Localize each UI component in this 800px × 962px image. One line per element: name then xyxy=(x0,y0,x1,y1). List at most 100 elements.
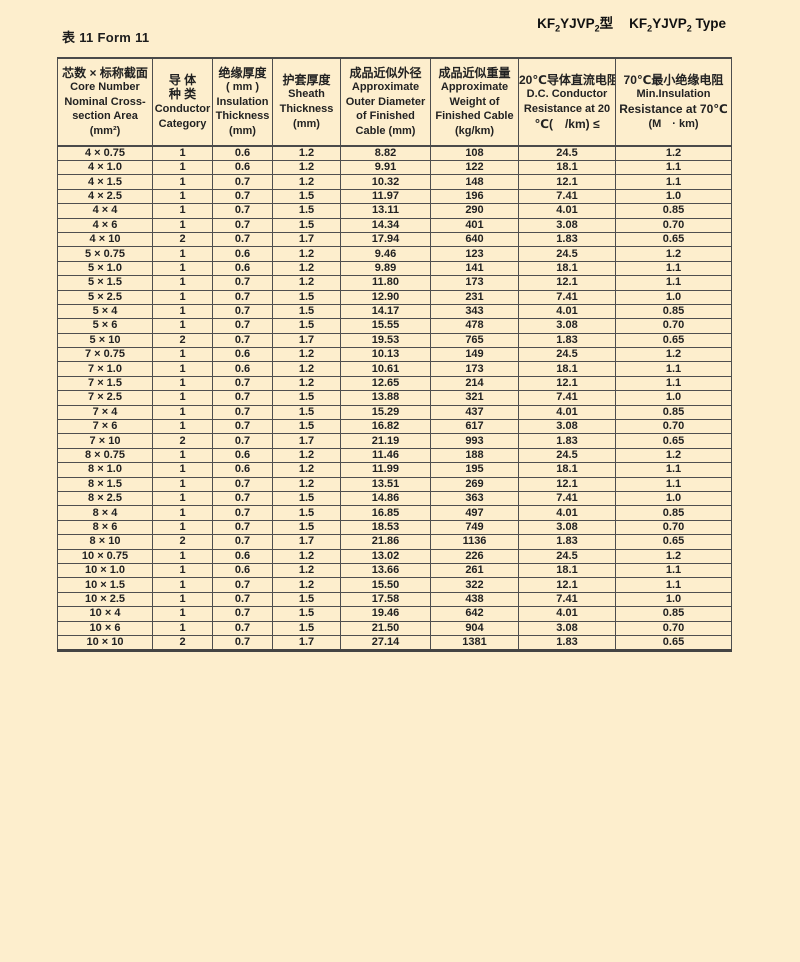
header-line: (mm²) xyxy=(89,124,121,137)
table-cell-weight: 173 xyxy=(430,275,519,291)
table-cell-conductor-category: 1 xyxy=(152,188,213,204)
table-cell-outer-diameter: 15.50 xyxy=(340,577,431,593)
table-cell-min-insulation-resistance: 0.70 xyxy=(615,217,732,233)
table-cell-dc-resistance: 7.41 xyxy=(518,188,616,204)
table-row: 10 × 4 1 0.7 1.5 19.46 642 4.01 0.85 xyxy=(57,606,732,621)
table-cell-conductor-category: 2 xyxy=(152,433,213,449)
table-row: 7 × 1.0 1 0.6 1.2 10.61 173 18.1 1.1 xyxy=(57,361,732,377)
table-cell-insulation-thickness: 0.7 xyxy=(212,433,273,449)
header-line: (kg/km) xyxy=(454,124,495,137)
table-row: 7 × 10 2 0.7 1.7 21.19 993 1.83 0.65 xyxy=(57,433,732,449)
header-line: 绝缘厚度 xyxy=(218,65,267,80)
table-cell-insulation-thickness: 0.6 xyxy=(212,447,273,463)
table-row: 10 × 1.0 1 0.6 1.2 13.66 261 18.1 1.1 xyxy=(57,562,732,578)
table-cell-core-number: 10 × 6 xyxy=(57,620,153,636)
table-cell-insulation-thickness: 0.7 xyxy=(212,519,273,535)
table-cell-sheath-thickness: 1.5 xyxy=(272,591,341,607)
table-cell-dc-resistance: 7.41 xyxy=(518,390,616,406)
table-cell-conductor-category: 1 xyxy=(152,606,213,621)
table-cell-core-number: 4 × 0.75 xyxy=(57,145,153,161)
table-cell-insulation-thickness: 0.7 xyxy=(212,606,273,621)
table-cell-outer-diameter: 13.11 xyxy=(340,203,431,219)
header-line: Resistance at 70℃ xyxy=(619,102,728,116)
table-cell-weight: 149 xyxy=(430,347,519,362)
table-cell-min-insulation-resistance: 0.85 xyxy=(615,505,732,521)
header-line: 导 体 xyxy=(168,72,197,87)
table-cell-dc-resistance: 4.01 xyxy=(518,606,616,621)
table-cell-insulation-thickness: 0.7 xyxy=(212,476,273,492)
table-cell-dc-resistance: 3.08 xyxy=(518,620,616,636)
header-line: 种 类 xyxy=(168,87,197,102)
table-cell-conductor-category: 2 xyxy=(152,534,213,550)
table-cell-weight: 497 xyxy=(430,505,519,521)
table-cell-insulation-thickness: 0.7 xyxy=(212,390,273,406)
table-cell-min-insulation-resistance: 1.1 xyxy=(615,375,732,391)
table-cell-outer-diameter: 13.66 xyxy=(340,562,431,578)
table-cell-dc-resistance: 3.08 xyxy=(518,519,616,535)
table-cell-outer-diameter: 18.53 xyxy=(340,519,431,535)
table-cell-core-number: 8 × 10 xyxy=(57,534,153,550)
table-cell-conductor-category: 1 xyxy=(152,404,213,420)
table-row: 5 × 6 1 0.7 1.5 15.55 478 3.08 0.70 xyxy=(57,318,732,334)
header-line: (mm) xyxy=(229,124,256,137)
table-cell-outer-diameter: 10.61 xyxy=(340,361,431,377)
table-cell-sheath-thickness: 1.2 xyxy=(272,246,341,262)
table-cell-outer-diameter: 10.13 xyxy=(340,347,431,362)
table-cell-outer-diameter: 13.88 xyxy=(340,390,431,406)
table-cell-conductor-category: 1 xyxy=(152,347,213,362)
table-row: 4 × 0.75 1 0.6 1.2 8.82 108 24.5 1.2 xyxy=(57,145,732,161)
table-cell-sheath-thickness: 1.2 xyxy=(272,577,341,593)
table-cell-dc-resistance: 1.83 xyxy=(518,634,616,652)
table-row: 5 × 10 2 0.7 1.7 19.53 765 1.83 0.65 xyxy=(57,332,732,348)
header-line: (mm) xyxy=(293,117,320,130)
table-cell-weight: 749 xyxy=(430,519,519,535)
table-cell-dc-resistance: 18.1 xyxy=(518,260,616,276)
table-cell-conductor-category: 1 xyxy=(152,361,213,377)
table-cell-core-number: 5 × 0.75 xyxy=(57,246,153,262)
header-cell-conductor-category: 导 体种 类 Conductor Category xyxy=(152,57,213,147)
table-cell-weight: 321 xyxy=(430,390,519,406)
table-cell-min-insulation-resistance: 1.0 xyxy=(615,289,732,305)
table-cell-sheath-thickness: 1.2 xyxy=(272,361,341,377)
table-cell-core-number: 7 × 10 xyxy=(57,433,153,449)
table-cell-conductor-category: 2 xyxy=(152,332,213,348)
table-cell-weight: 343 xyxy=(430,303,519,319)
header-cell-outer-diameter: 成品近似外径 Approximate Outer Diameter of Finish… xyxy=(340,57,431,147)
table-cell-insulation-thickness: 0.7 xyxy=(212,634,273,652)
table-cell-conductor-category: 1 xyxy=(152,548,213,564)
table-cell-conductor-category: 1 xyxy=(152,447,213,463)
table-cell-core-number: 7 × 4 xyxy=(57,404,153,420)
table-cell-weight: 640 xyxy=(430,231,519,247)
table-cell-dc-resistance: 18.1 xyxy=(518,361,616,377)
table-cell-weight: 1381 xyxy=(430,634,519,652)
table-cell-outer-diameter: 14.17 xyxy=(340,303,431,319)
table-cell-min-insulation-resistance: 1.0 xyxy=(615,591,732,607)
table-cell-insulation-thickness: 0.6 xyxy=(212,548,273,564)
table-row: 8 × 4 1 0.7 1.5 16.85 497 4.01 0.85 xyxy=(57,505,732,521)
header-line: Category xyxy=(158,117,207,130)
table-cell-dc-resistance: 1.83 xyxy=(518,534,616,550)
table-cell-dc-resistance: 7.41 xyxy=(518,591,616,607)
table-cell-outer-diameter: 13.02 xyxy=(340,548,431,564)
table-cell-sheath-thickness: 1.5 xyxy=(272,203,341,219)
table-cell-conductor-category: 1 xyxy=(152,159,213,175)
table-cell-conductor-category: 1 xyxy=(152,375,213,391)
table-cell-core-number: 8 × 4 xyxy=(57,505,153,521)
table-cell-sheath-thickness: 1.5 xyxy=(272,620,341,636)
table-cell-conductor-category: 1 xyxy=(152,505,213,521)
table-cell-sheath-thickness: 1.2 xyxy=(272,145,341,161)
table-cell-core-number: 7 × 0.75 xyxy=(57,347,153,362)
table-cell-sheath-thickness: 1.7 xyxy=(272,634,341,652)
header-line: Conductor xyxy=(154,103,211,115)
table-cell-weight: 269 xyxy=(430,476,519,492)
table-row: 5 × 0.75 1 0.6 1.2 9.46 123 24.5 1.2 xyxy=(57,246,732,262)
table-cell-weight: 123 xyxy=(430,246,519,262)
table-cell-outer-diameter: 9.46 xyxy=(340,246,431,262)
table-cell-conductor-category: 1 xyxy=(152,591,213,607)
table-cell-min-insulation-resistance: 1.1 xyxy=(615,462,732,478)
table-cell-insulation-thickness: 0.6 xyxy=(212,159,273,175)
table-cell-sheath-thickness: 1.5 xyxy=(272,404,341,420)
table-cell-insulation-thickness: 0.7 xyxy=(212,404,273,420)
table-cell-outer-diameter: 19.53 xyxy=(340,332,431,348)
table-row: 5 × 2.5 1 0.7 1.5 12.90 231 7.41 1.0 xyxy=(57,289,732,305)
